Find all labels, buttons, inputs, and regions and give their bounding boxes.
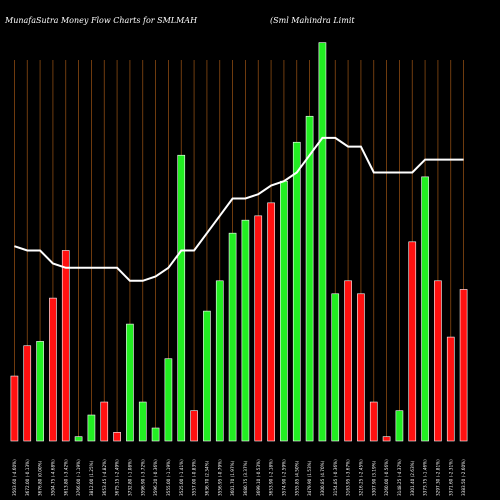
bar-down	[434, 280, 442, 442]
chart-subtitle: (Sml Mahindra Limit	[270, 16, 355, 25]
bar-up	[151, 427, 160, 442]
bar-up	[280, 180, 288, 442]
bar-up	[318, 42, 327, 442]
bar-down	[369, 401, 378, 442]
bar-down	[100, 401, 109, 442]
bar-up	[164, 358, 173, 442]
bar-down	[267, 202, 275, 442]
bar-up	[36, 341, 44, 442]
bar-up	[292, 141, 301, 442]
x-tick-label: 3503.60 (-4.60%)	[12, 459, 17, 496]
x-tick-label: 3676.80 (0.00%)	[38, 460, 43, 496]
bar-down	[23, 345, 32, 442]
x-tick-label: 3163.95 (-3.67%)	[346, 459, 351, 496]
x-tick-label: 3301.40 (2.63%)	[410, 460, 415, 496]
bar-up	[74, 436, 83, 442]
x-tick-label: 3672.00 (-0.13%)	[25, 459, 30, 496]
x-tick-label: 3596.20 (-0.36%)	[153, 459, 158, 496]
chart-title: MunafaSutra Money Flow Charts for SMLMAH	[4, 16, 198, 25]
bar-up	[138, 401, 147, 442]
x-tick-label: 3766.00 (-1.19%)	[76, 459, 81, 496]
bar-down	[61, 250, 70, 442]
bar-down	[10, 375, 19, 442]
x-tick-label: 3260.00 (-0.56%)	[384, 459, 389, 496]
x-tick-label: 3675.15 (-2.49%)	[115, 459, 120, 496]
x-tick-label: 3300.85 (4.70%)	[320, 460, 325, 496]
bar-down	[446, 336, 455, 442]
bar-down	[408, 241, 417, 442]
bar-down	[113, 432, 121, 442]
x-tick-label: 3216.25 (-2.45%)	[358, 459, 363, 496]
money-flow-line-group	[14, 136, 464, 282]
x-tick-label: 3504.75 (-4.68%)	[50, 459, 55, 496]
x-tick-label: 3699.10 (-0.53%)	[256, 459, 261, 496]
bar-down	[459, 289, 468, 442]
x-tick-label: 3556.95 (-0.79%)	[217, 459, 222, 496]
bar-down	[382, 436, 391, 442]
x-tick-label: 3154.85 (-0.36%)	[333, 459, 338, 496]
x-tick-labels: 3503.60 (-4.60%) 3672.00 (-0.13%) 3676.80 …	[12, 459, 466, 496]
x-tick-label: 3555.00 (-1.19%)	[166, 459, 171, 496]
x-tick-label: 3297.30 (-2.81%)	[435, 459, 440, 496]
x-tick-label: 3557.00 (-0.83%)	[192, 459, 197, 496]
bar-up	[241, 219, 250, 442]
money-flow-line	[14, 136, 464, 282]
x-tick-label: 3574.90 (-2.59%)	[281, 459, 286, 496]
x-tick-label: 3636.70 (2.34%)	[204, 460, 209, 496]
x-tick-label: 3812.00 (1.25%)	[89, 460, 94, 496]
bar-up	[331, 293, 340, 442]
bar-down	[344, 280, 352, 442]
x-tick-label: 3601.70 (1.97%)	[230, 460, 235, 496]
x-tick-label: 3680.75 (3.37%)	[243, 460, 248, 496]
x-tick-label: 3555.85 (4.50%)	[294, 460, 299, 496]
bar-down	[49, 297, 57, 442]
bar-up	[228, 232, 237, 442]
x-tick-label: 3653.45 (-4.82%)	[102, 459, 107, 496]
x-tick-label: 3596.90 (-3.72%)	[140, 459, 145, 496]
bars	[10, 42, 468, 442]
bar-up	[421, 176, 429, 442]
x-tick-label: 3373.75 (-1.46%)	[423, 459, 428, 496]
bar-down	[357, 293, 365, 442]
bar-up	[203, 310, 211, 442]
x-tick-label: 3653.90 (-2.18%)	[269, 459, 274, 496]
x-tick-label: 3479.90 (1.53%)	[307, 460, 312, 496]
x-tick-label: 3613.80 (-3.42%)	[63, 459, 68, 496]
x-tick-label: 3525.00 (-1.41%)	[179, 459, 184, 496]
x-tick-label: 3307.90 (3.19%)	[371, 460, 376, 496]
x-tick-label: 3148.25 (-4.37%)	[397, 459, 402, 496]
x-tick-label: 3371.60 (-2.31%)	[448, 459, 453, 496]
bar-up	[305, 115, 314, 442]
x-tick-label: 3732.80 (-1.08%)	[127, 459, 132, 496]
bar-up	[395, 410, 404, 442]
x-tick-label: 3383.50 (-2.60%)	[461, 459, 466, 496]
gridlines	[14, 60, 464, 441]
bar-up	[215, 280, 224, 442]
bar-down	[190, 410, 198, 442]
bar-up	[126, 323, 134, 442]
bar-up	[177, 154, 186, 442]
bar-up	[87, 414, 96, 442]
bar-down	[254, 215, 263, 442]
